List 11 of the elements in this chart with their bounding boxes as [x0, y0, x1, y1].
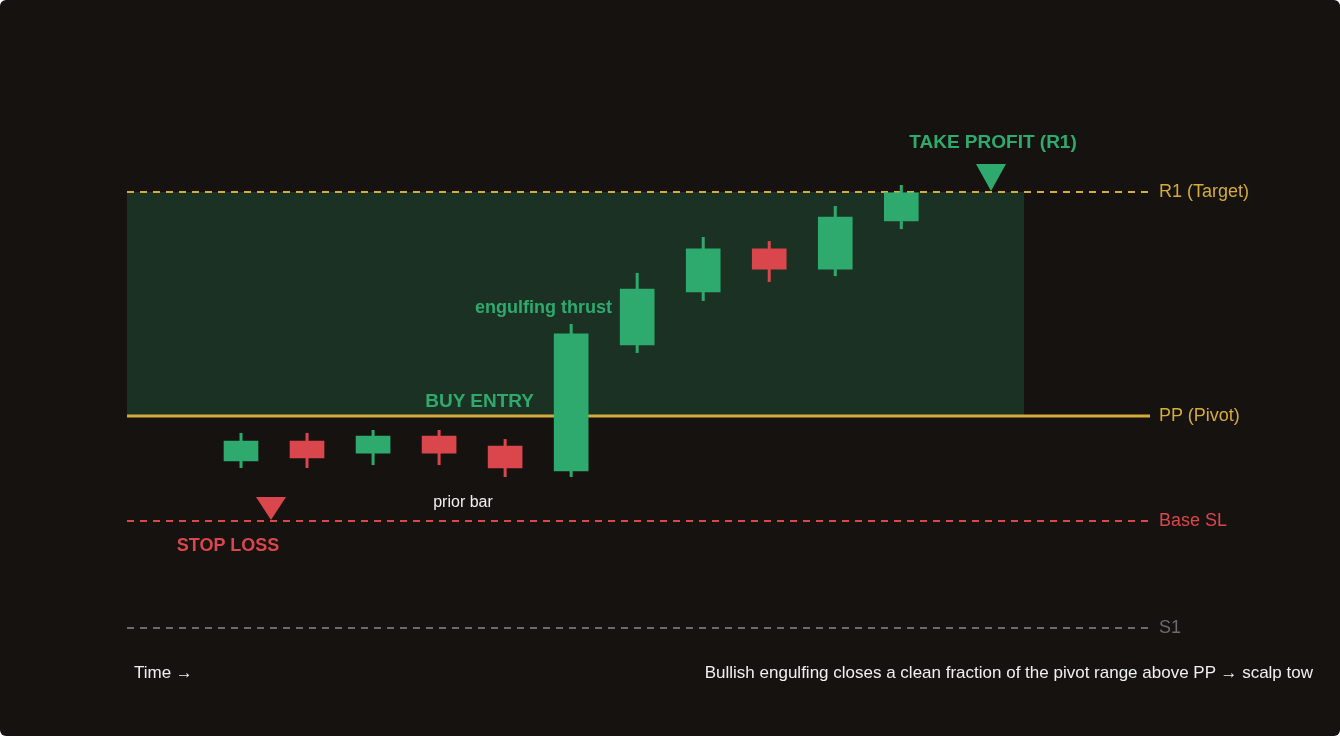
annotation: BUY ENTRY	[425, 390, 535, 412]
text: STOP LOSS	[176, 534, 280, 555]
ref-line-label: R1 (Target)	[1159, 180, 1250, 201]
text: prior bar	[433, 493, 494, 511]
text: Bullish engulfing closes a clean fraction of the pivot range above PP → scalp tow	[704, 662, 1314, 682]
ref-line-label: S1	[1159, 616, 1182, 637]
text: Time →	[134, 662, 193, 682]
annotation: engulfing thrust	[475, 296, 612, 317]
ref-line-label: Base SL	[1159, 510, 1228, 531]
ref-line-label: PP (Pivot)	[1159, 404, 1240, 425]
text: TAKE PROFIT (R1)	[909, 131, 1077, 153]
